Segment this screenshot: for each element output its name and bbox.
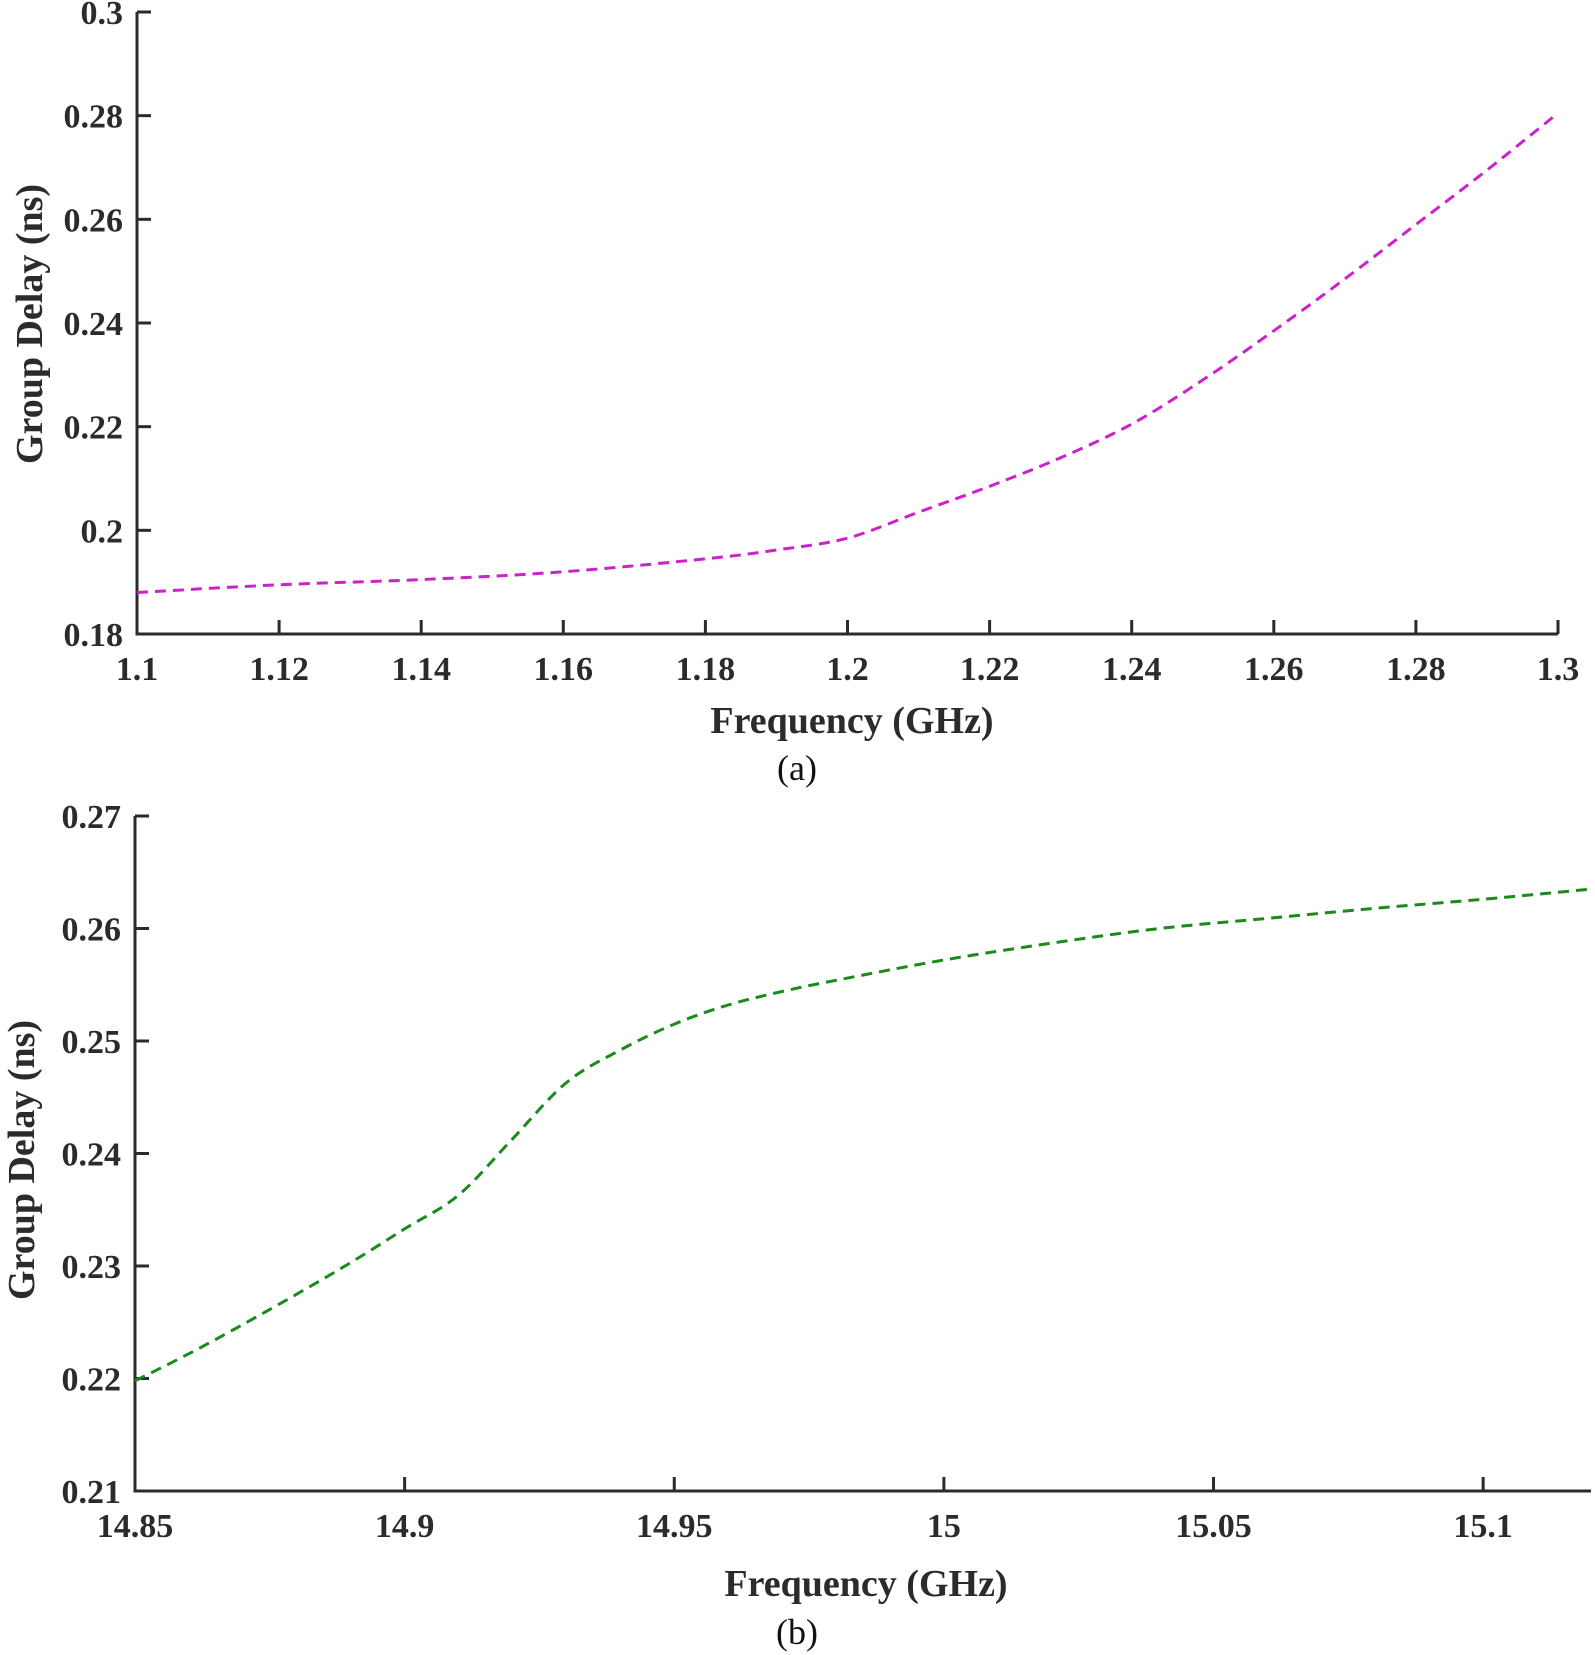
x-tick-label-a: 1.28 [1386, 651, 1446, 688]
y-axis-title-a: Group Delay (ns) [9, 184, 51, 464]
y-tick-label-b: 0.22 [62, 1362, 122, 1399]
x-tick-label-a: 1.12 [249, 651, 309, 688]
x-tick-label-b: 14.85 [97, 1508, 174, 1545]
y-tick-label-a: 0.2 [81, 513, 124, 550]
axes-b [133, 816, 1591, 1493]
y-tick-label-b: 0.21 [62, 1474, 122, 1511]
y-tick-label-a: 0.3 [81, 0, 124, 32]
x-tick-label-a: 1.26 [1244, 651, 1304, 688]
y-tick-label-b: 0.26 [62, 912, 122, 949]
series-line-a [136, 111, 1559, 594]
chart-a: Group Delay (ns) Frequency (GHz) (a) 1.1… [9, 0, 1579, 788]
x-axis-title-a: Frequency (GHz) [710, 700, 993, 742]
x-tick-label-b: 14.9 [375, 1508, 435, 1545]
x-tick-label-b: 15 [927, 1508, 961, 1545]
y-tick-label-b: 0.25 [62, 1024, 122, 1061]
x-tick-label-b: 15.05 [1175, 1508, 1252, 1545]
x-tick-label-b: 14.95 [636, 1508, 713, 1545]
y-tick-label-b: 0.24 [62, 1137, 122, 1174]
x-tick-label-a: 1.16 [534, 651, 594, 688]
x-tick-label-a: 1.22 [960, 651, 1020, 688]
x-tick-label-a: 1.1 [116, 651, 159, 688]
series-line-b [134, 887, 1592, 1383]
x-tick-label-a: 1.18 [676, 651, 736, 688]
caption-b: (b) [776, 1612, 818, 1652]
y-axis-title-b: Group Delay (ns) [1, 1020, 43, 1300]
x-tick-label-a: 1.14 [391, 651, 451, 688]
x-tick-label-a: 1.24 [1102, 651, 1162, 688]
x-tick-label-b: 15.1 [1453, 1508, 1513, 1545]
x-axis-title-b: Frequency (GHz) [724, 1563, 1007, 1605]
y-tick-label-a: 0.24 [64, 306, 124, 343]
caption-a: (a) [777, 748, 817, 788]
y-tick-label-a: 0.26 [64, 202, 124, 239]
x-tick-label-a: 1.3 [1537, 651, 1580, 688]
y-tick-label-b: 0.23 [62, 1249, 122, 1286]
y-tick-label-b: 0.27 [62, 799, 122, 836]
axes-a [135, 12, 1558, 636]
y-tick-label-a: 0.18 [64, 617, 124, 654]
x-tick-label-a: 1.2 [826, 651, 869, 688]
y-tick-label-a: 0.28 [64, 99, 124, 136]
chart-b: Group Delay (ns) Frequency (GHz) (b) 14.… [1, 799, 1592, 1652]
y-tick-label-a: 0.22 [64, 410, 124, 447]
